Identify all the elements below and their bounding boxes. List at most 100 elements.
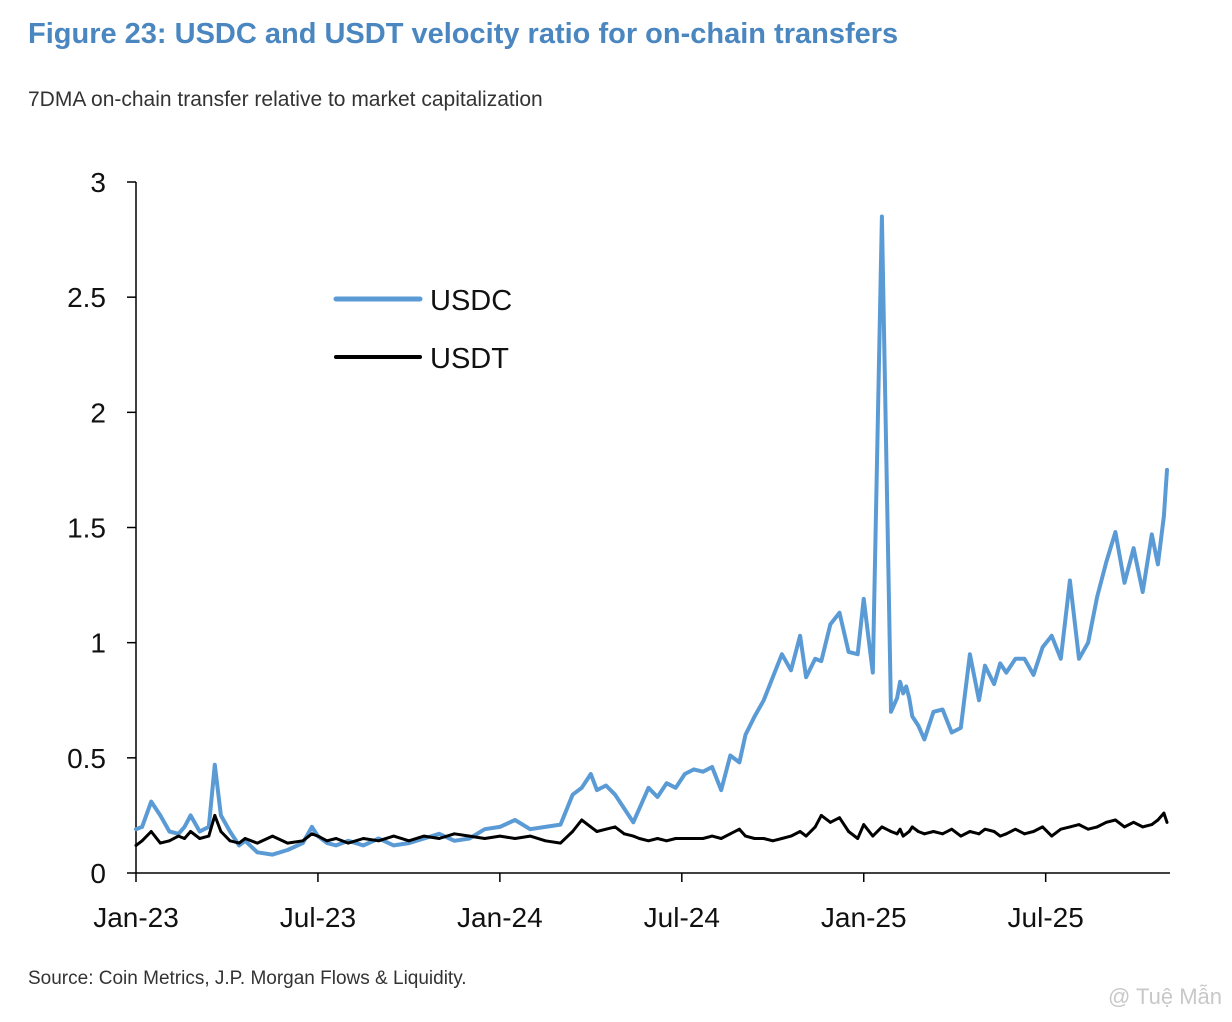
data-point-usdt	[895, 832, 899, 836]
data-point-usdt	[207, 834, 211, 838]
chart-series	[134, 214, 1169, 857]
data-point-usdt	[589, 825, 593, 829]
data-point-usdt	[1132, 820, 1136, 824]
data-point-usdt	[452, 832, 456, 836]
data-point-usdt	[901, 834, 905, 838]
data-point-usdt	[198, 837, 202, 840]
data-point-usdc	[789, 668, 793, 672]
data-point-usdt	[1068, 825, 1072, 829]
data-point-usdt	[334, 837, 338, 840]
data-point-usdc	[1050, 634, 1054, 638]
x-tick-label: Jan-25	[821, 902, 907, 933]
data-point-usdt	[301, 839, 305, 843]
data-point-usdt	[604, 827, 608, 831]
data-point-usdc	[889, 710, 893, 714]
data-point-usdt	[362, 837, 365, 840]
data-point-usdt	[907, 830, 911, 833]
data-point-usdt	[1059, 827, 1063, 831]
data-point-usdc	[847, 650, 850, 654]
data-point-usdt	[1114, 818, 1117, 822]
data-point-usdc	[804, 675, 808, 679]
data-point-usdc	[213, 763, 217, 767]
x-tick-label: Jan-24	[457, 902, 543, 933]
x-tick-label: Jul-25	[1008, 902, 1084, 933]
data-point-usdc	[977, 698, 981, 702]
data-point-usdt	[622, 832, 626, 836]
data-point-usdt	[158, 841, 162, 845]
data-point-usdc	[1013, 657, 1017, 661]
y-tick-label: 0	[90, 858, 106, 889]
data-point-usdc	[968, 652, 972, 656]
data-point-usdc	[468, 837, 471, 840]
data-point-usdt	[243, 837, 247, 840]
data-point-usdt	[656, 837, 659, 840]
data-point-usdt	[701, 837, 705, 840]
data-point-usdc	[631, 820, 635, 824]
data-point-usdc	[134, 827, 138, 831]
data-point-usdc	[483, 827, 487, 831]
data-point-usdc	[1077, 657, 1081, 661]
data-point-usdt	[798, 830, 802, 833]
data-point-usdt	[738, 827, 741, 831]
data-point-usdt	[183, 837, 186, 840]
data-point-usdc	[167, 830, 171, 833]
data-point-usdt	[1004, 832, 1008, 836]
series-line-usdc	[134, 214, 1169, 857]
data-point-usdc	[392, 843, 396, 847]
data-point-usdc	[559, 823, 562, 827]
data-point-usdc	[149, 800, 153, 803]
data-point-usdc	[1141, 590, 1145, 594]
page-title: Figure 23: USDC and USDT velocity ratio …	[28, 18, 899, 50]
data-point-usdt	[665, 839, 669, 843]
data-point-usdt	[468, 834, 471, 838]
data-point-usdc	[571, 793, 575, 797]
data-point-usdc	[207, 825, 211, 829]
data-point-usdc	[701, 770, 705, 774]
data-point-usdt	[683, 837, 687, 840]
data-point-usdt	[856, 837, 860, 840]
data-point-usdt	[543, 839, 547, 843]
data-point-usdt	[647, 839, 650, 843]
data-point-usdt	[1077, 823, 1081, 827]
chart-legend: USDC USDT	[333, 285, 512, 375]
chart-axes: 0 0.5 1 1.5 2 2.5 3 Jan-23 Jul-23 Jan-24 Jul-24 Jan…	[67, 167, 1170, 933]
data-point-usdt	[910, 825, 914, 829]
data-point-usdt	[134, 843, 138, 847]
data-point-usdt	[771, 839, 775, 843]
data-point-usdc	[744, 733, 747, 737]
data-point-usdt	[580, 818, 584, 822]
data-point-usdt	[325, 839, 329, 843]
data-point-usdc	[753, 714, 756, 718]
data-point-usdt	[528, 834, 532, 838]
data-point-usdc	[998, 661, 1002, 665]
data-point-usdc	[1032, 673, 1035, 677]
data-point-usdc	[856, 652, 860, 656]
data-point-usdc	[719, 788, 723, 792]
data-point-usdc	[683, 772, 687, 776]
data-point-usdt	[983, 827, 987, 831]
data-point-usdt	[674, 837, 678, 840]
data-point-usdt	[977, 832, 981, 836]
data-point-usdt	[753, 837, 756, 840]
data-point-usdc	[407, 841, 411, 845]
data-point-usdc	[665, 781, 669, 785]
data-point-usdt	[998, 834, 1002, 838]
data-point-usdc	[941, 708, 944, 711]
data-point-usdt	[613, 825, 617, 829]
data-point-usdt	[498, 834, 502, 838]
data-point-usdc	[1068, 579, 1072, 582]
data-point-usdt	[1023, 832, 1026, 836]
data-point-usdc	[219, 814, 223, 817]
data-point-usdc	[762, 698, 766, 702]
data-point-usdt	[898, 827, 902, 831]
data-point-usdt	[346, 841, 350, 845]
data-point-usdc	[910, 714, 914, 718]
data-point-usdc	[1086, 641, 1090, 645]
y-tick-label: 0.5	[67, 743, 106, 774]
data-point-usdc	[1059, 657, 1063, 661]
data-point-usdc	[916, 724, 920, 727]
data-point-usdc	[647, 786, 650, 790]
data-point-usdc	[613, 793, 617, 797]
data-point-usdc	[140, 825, 144, 829]
